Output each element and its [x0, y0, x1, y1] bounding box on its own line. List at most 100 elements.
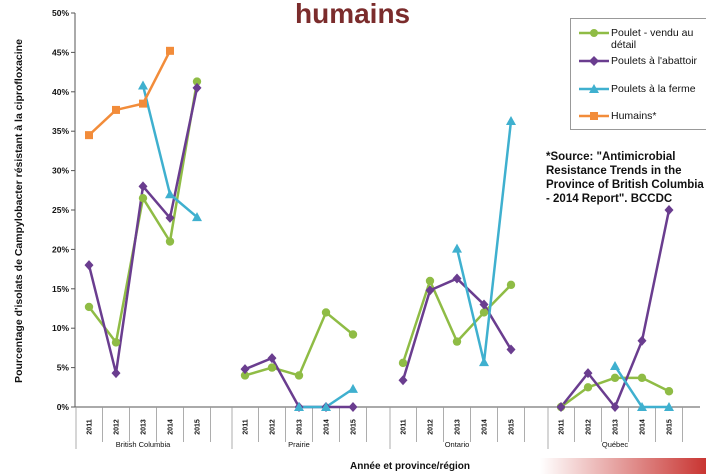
series-line [87, 87, 199, 375]
data-point [294, 402, 304, 411]
region-label: British Columbia [116, 440, 171, 449]
data-point [610, 361, 620, 371]
data-point [348, 383, 358, 393]
region-label: Ontario [445, 440, 470, 449]
data-point [506, 344, 516, 355]
data-point [166, 46, 174, 55]
data-point [112, 105, 120, 114]
x-tick-label: 2012 [428, 419, 435, 435]
series-line [88, 50, 172, 137]
y-tick-label: 15% [52, 284, 69, 294]
x-axis-label: Année et province/région [350, 461, 470, 472]
y-tick-label: 45% [52, 47, 69, 57]
x-tick-label: 2011 [243, 419, 250, 434]
y-tick-label: 50% [52, 8, 69, 18]
series-line [401, 277, 513, 381]
data-point [506, 280, 516, 290]
data-point [138, 80, 148, 90]
legend-marker-square [579, 112, 609, 120]
region-label: Prairie [288, 440, 310, 449]
x-tick-label: 2013 [613, 419, 620, 435]
data-point [192, 212, 202, 222]
x-tick-labels: 2011 2012 2013 2014 2015 2011 2012 2013 2014 2015… [87, 419, 674, 435]
data-point [664, 387, 674, 396]
x-tick-label: 2015 [667, 419, 674, 435]
data-point [84, 260, 94, 271]
x-tick-label: 2014 [324, 419, 331, 435]
data-point [138, 181, 148, 192]
footer-decoration [540, 458, 706, 474]
data-point [479, 308, 489, 317]
chart-title: humains [295, 0, 411, 29]
series-markers [84, 46, 674, 412]
data-point [138, 193, 148, 203]
y-tick-label: 5% [57, 363, 70, 373]
data-point [637, 335, 647, 346]
data-point [240, 364, 250, 375]
data-point [321, 308, 331, 317]
data-point [111, 368, 121, 379]
legend: Poulet - vendu au détail Poulets à l'aba… [570, 18, 706, 130]
data-point [583, 368, 593, 379]
data-point [610, 402, 620, 412]
y-axis-label: Pourcentage d'isolats de Campylobacter r… [13, 39, 25, 383]
legend-marker-triangle [579, 84, 609, 93]
x-tick-label: 2011 [559, 419, 566, 434]
data-point [425, 276, 435, 286]
data-point [398, 375, 408, 386]
data-point [664, 205, 674, 215]
data-point [398, 358, 408, 368]
data-point [139, 99, 147, 108]
data-point [348, 330, 358, 339]
x-tick-label: 2012 [114, 419, 121, 435]
legend-label: Poulet - vendu au détail [611, 27, 694, 51]
data-point [240, 371, 250, 380]
y-tick-label: 30% [52, 166, 69, 176]
legend-marker-diamond [579, 56, 609, 66]
y-tick-labels: 0% 5% 10% 15% 20% 25% 30% 35% 40% 45% 50% [52, 8, 69, 412]
data-point [85, 131, 93, 140]
x-tick-label: 2015 [509, 419, 516, 435]
data-point [452, 243, 462, 253]
y-tick-label: 25% [52, 205, 69, 215]
region-label: Québec [602, 440, 629, 449]
y-tick-label: 40% [52, 87, 69, 97]
data-point [664, 402, 674, 411]
y-tick-label: 20% [52, 244, 69, 254]
region-labels: British Columbia Prairie Ontario Québec [116, 440, 629, 449]
data-point [452, 273, 462, 284]
x-tick-label: 2012 [270, 419, 277, 435]
x-tick-label: 2014 [482, 419, 489, 435]
data-point [321, 402, 331, 411]
data-point [479, 299, 489, 310]
data-point [294, 371, 304, 380]
source-annotation: *Source: "Antimicrobial Resistance Trend… [546, 151, 704, 205]
x-tick-label: 2013 [297, 419, 304, 435]
data-point [556, 402, 566, 412]
x-tick-label: 2013 [455, 419, 462, 435]
data-point [165, 237, 175, 246]
data-point [165, 189, 175, 199]
x-tick-label: 2015 [351, 419, 358, 435]
x-tick-label: 2015 [195, 419, 202, 435]
data-point [479, 357, 489, 367]
legend-label: Poulets à la ferme [611, 83, 696, 95]
data-point [348, 402, 358, 412]
x-tick-label: 2011 [401, 419, 408, 434]
x-tick-label: 2011 [87, 419, 94, 434]
y-tick-label: 10% [52, 323, 69, 333]
legend-marker-circle [579, 29, 609, 37]
data-point [111, 338, 121, 347]
data-point [637, 373, 647, 383]
data-point [452, 337, 462, 346]
data-point [192, 82, 202, 93]
y-tick-label: 0% [57, 402, 70, 412]
data-point [165, 212, 175, 223]
data-point [610, 373, 620, 383]
series-line [244, 311, 354, 377]
legend-label: Humains* [611, 110, 657, 122]
data-point [267, 363, 277, 372]
x-tick-label: 2012 [586, 419, 593, 435]
data-point [425, 285, 435, 296]
